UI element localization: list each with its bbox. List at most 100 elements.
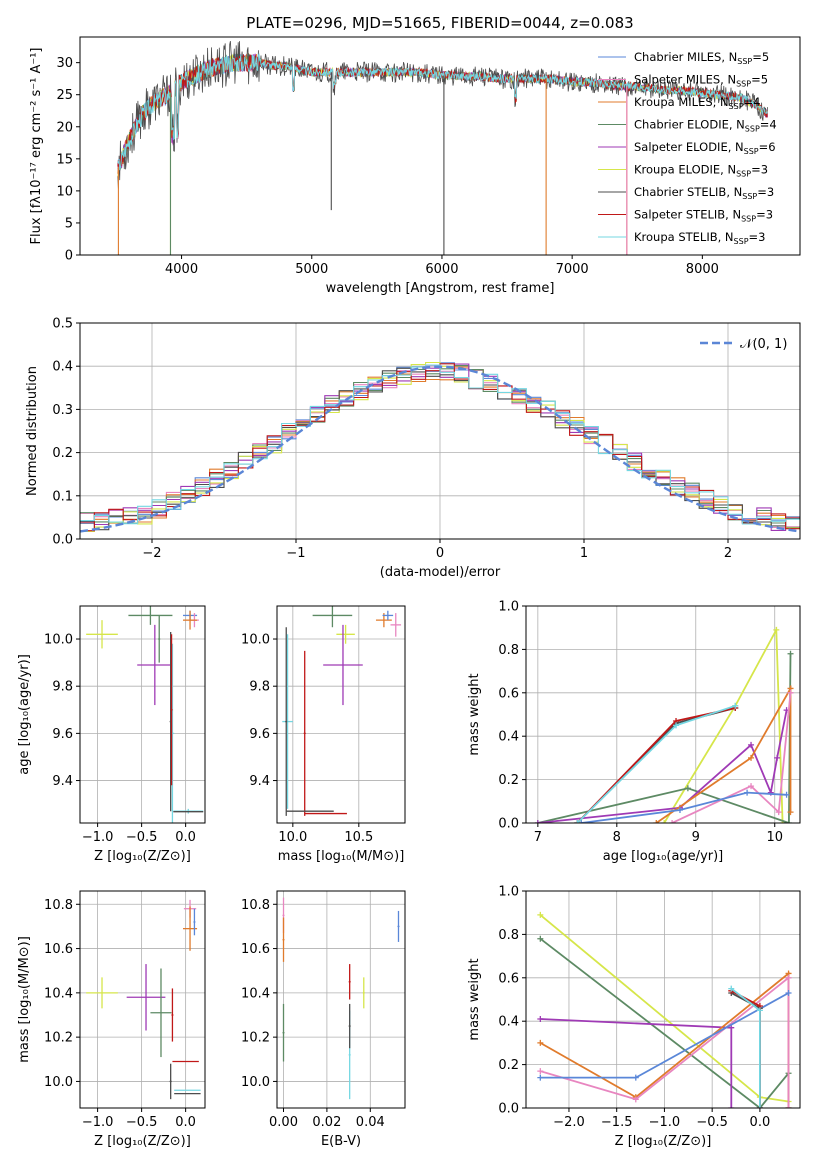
x-axis-label: Z [log₁₀(Z/Z⊙)] bbox=[94, 1134, 191, 1149]
weight-marker bbox=[653, 820, 660, 823]
y-axis-label: Normed distribution bbox=[25, 366, 40, 496]
weight-line bbox=[576, 707, 736, 823]
y-tick-label: 1.0 bbox=[498, 885, 519, 900]
weight-line bbox=[655, 685, 792, 823]
y-tick-label: 0.0 bbox=[498, 1102, 519, 1117]
histogram-step bbox=[80, 364, 800, 525]
weight-marker bbox=[756, 1007, 763, 1014]
weight-marker bbox=[732, 702, 739, 709]
weight-line bbox=[576, 707, 736, 823]
age-vs-Z-frame bbox=[79, 605, 206, 824]
y-tick-label: 9.8 bbox=[52, 680, 73, 695]
y-tick-label: 9.6 bbox=[52, 727, 73, 742]
mass-vs-Z-panel: −1.0 −0.5 0.0 10.0 10.2 10.4 10.6 10.8 Z [log₁₀(… bbox=[17, 890, 206, 1149]
panels: 4000 5000 6000 7000 8000051015202530waveleng… bbox=[17, 36, 801, 1149]
weight-marker bbox=[787, 650, 794, 657]
spectrum-frame bbox=[79, 36, 801, 256]
y-tick-label: 1.0 bbox=[498, 600, 519, 615]
weight-marker bbox=[756, 1105, 763, 1108]
y-tick-label: 0.6 bbox=[498, 686, 519, 701]
histogram-step bbox=[80, 367, 800, 531]
x-tick-label: 7000 bbox=[556, 262, 589, 277]
x-tick-label: −0.5 bbox=[696, 1115, 728, 1130]
residuals-plot-area bbox=[80, 323, 800, 539]
weight-marker bbox=[537, 1068, 544, 1075]
y-tick-label: 10 bbox=[56, 184, 73, 199]
x-tick-label: 0.0 bbox=[750, 1115, 771, 1130]
y-tick-label: 10.6 bbox=[241, 942, 270, 957]
y-tick-label: 30 bbox=[56, 56, 73, 71]
weight-marker bbox=[728, 985, 735, 992]
x-tick-label: 8000 bbox=[686, 262, 719, 277]
x-tick-label: −1.0 bbox=[82, 830, 114, 845]
x-tick-label: 0.0 bbox=[175, 1115, 196, 1130]
y-tick-label: 10.2 bbox=[44, 1031, 73, 1046]
weight-marker bbox=[787, 689, 794, 696]
y-tick-label: 10.0 bbox=[241, 633, 270, 648]
y-tick-label: 0.1 bbox=[52, 489, 73, 504]
weight-vs-age-frame bbox=[525, 605, 801, 824]
spectrum-panel: 4000 5000 6000 7000 8000 0 5 10 15 20 25 30 waveleng… bbox=[29, 36, 801, 296]
y-tick-label: 0.4 bbox=[52, 360, 73, 375]
weight-vs-Z-frame bbox=[525, 890, 801, 1109]
y-tick-label: 0 bbox=[65, 249, 73, 264]
y-tick-label: 20 bbox=[56, 120, 73, 135]
spectrum-legend: Chabrier MILES, NSSP=5 Salpeter MILES, NS… bbox=[598, 50, 777, 246]
weight-line bbox=[663, 626, 784, 823]
age-vs-mass-plot-area bbox=[277, 606, 405, 823]
weight-marker bbox=[669, 820, 676, 823]
y-tick-label: 0.2 bbox=[52, 446, 73, 461]
age-vs-mass-panel: 10.0 10.5 9.4 9.6 9.8 10.0 mass [log₁₀(M/M⊙)] bbox=[241, 605, 406, 864]
x-tick-label: −2 bbox=[142, 546, 161, 561]
x-tick-label: 7 bbox=[534, 830, 542, 845]
mass-vs-Z-plot-area bbox=[80, 891, 205, 1108]
mass-vs-ebv-frame bbox=[276, 890, 406, 1109]
x-tick-label: 0.0 bbox=[175, 830, 196, 845]
y-tick-label: 5 bbox=[65, 216, 73, 231]
x-tick-label: 2 bbox=[724, 546, 732, 561]
x-axis-label: Z [log₁₀(Z/Z⊙)] bbox=[94, 849, 191, 864]
x-tick-label: −1.0 bbox=[649, 1115, 681, 1130]
y-tick-label: 0.6 bbox=[498, 971, 519, 986]
x-tick-label: 1 bbox=[580, 546, 588, 561]
weight-marker bbox=[785, 820, 792, 823]
x-axis-label: Z [log₁₀(Z/Z⊙)] bbox=[615, 1134, 712, 1149]
x-tick-label: −0.5 bbox=[126, 1115, 158, 1130]
weight-marker bbox=[537, 1016, 544, 1023]
weight-marker bbox=[748, 783, 755, 790]
weight-marker bbox=[748, 754, 755, 761]
weight-marker bbox=[773, 626, 780, 633]
x-axis-label: age [log₁₀(age/yr)] bbox=[603, 849, 724, 864]
y-axis-label: age [log₁₀(age/yr)] bbox=[17, 654, 32, 775]
x-tick-label: 0.00 bbox=[269, 1115, 298, 1130]
y-tick-label: 10.6 bbox=[44, 942, 73, 957]
weight-marker bbox=[537, 911, 544, 918]
y-tick-label: 9.8 bbox=[249, 680, 270, 695]
mass-vs-ebv-plot-area bbox=[277, 891, 405, 1108]
y-tick-label: 10.4 bbox=[241, 986, 270, 1001]
y-tick-label: 0.8 bbox=[498, 643, 519, 658]
x-tick-label: 0 bbox=[436, 546, 444, 561]
y-tick-label: 15 bbox=[56, 152, 73, 167]
mass-vs-ebv-panel: 0.00 0.02 0.04 10.0 10.2 10.4 10.6 10.8 E(B-V) bbox=[241, 890, 406, 1149]
x-tick-label: 5000 bbox=[295, 262, 328, 277]
y-tick-label: 0.0 bbox=[52, 533, 73, 548]
weight-marker bbox=[578, 820, 585, 823]
x-tick-label: −1 bbox=[286, 546, 305, 561]
x-axis-label: mass [log₁₀(M/M⊙)] bbox=[278, 849, 405, 864]
x-tick-label: 10 bbox=[766, 830, 783, 845]
legend-label: Salpeter STELIB, NSSP=3 bbox=[634, 208, 773, 224]
y-tick-label: 0.2 bbox=[498, 773, 519, 788]
mass-vs-Z-frame bbox=[79, 890, 206, 1109]
y-tick-label: 10.8 bbox=[44, 898, 73, 913]
spectrum-plot-area bbox=[117, 41, 768, 255]
weight-marker bbox=[728, 1105, 735, 1108]
weight-marker bbox=[537, 935, 544, 942]
y-tick-label: 10.0 bbox=[44, 633, 73, 648]
weight-marker bbox=[632, 1074, 639, 1081]
y-tick-label: 0.8 bbox=[498, 928, 519, 943]
legend-label: Salpeter ELODIE, NSSP=6 bbox=[634, 140, 776, 156]
weight-line bbox=[540, 975, 790, 1108]
y-tick-label: 9.6 bbox=[249, 727, 270, 742]
